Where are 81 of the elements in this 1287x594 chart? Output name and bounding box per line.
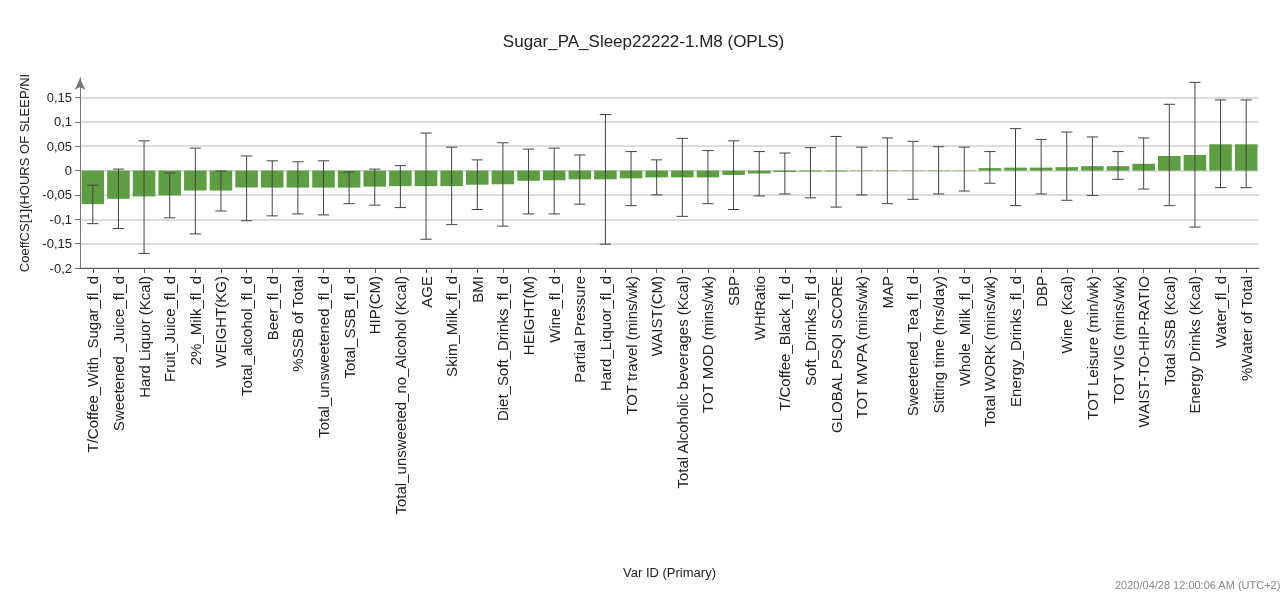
x-tick-label: Wine (Kcal) [1058, 276, 1076, 354]
bar [1106, 166, 1130, 171]
x-tick-label: Sitting time (hrs/day) [930, 276, 948, 414]
x-tick-label: SBP [725, 276, 743, 307]
bar [517, 170, 540, 181]
y-tick-label: 0,1 [53, 114, 72, 130]
x-tick-label: TOT MOD (mins/wk) [699, 276, 717, 413]
x-tick-label: Water_fl_d [1212, 276, 1230, 348]
bar [1132, 163, 1155, 171]
x-tick-label: Hard Liquor (Kcal) [135, 276, 153, 398]
bar [1234, 144, 1258, 171]
x-tick-label: %Water of Total [1237, 276, 1255, 382]
bar [1183, 154, 1207, 171]
bar [389, 170, 412, 187]
x-tick-label: Hard_Liquor_fl_d [596, 276, 614, 392]
y-tick-label: -0,05 [42, 187, 72, 203]
y-axis-title: CoeffCS[1](HOURS OF SLEEP/NI [17, 73, 33, 273]
x-tick-label: Total SSB (Kcal) [1160, 276, 1178, 386]
y-tick-label: 0 [64, 163, 72, 179]
y-tick-label: -0,1 [49, 211, 72, 227]
x-tick-label: Sweetened_Tea_fl_d [904, 276, 922, 417]
x-tick-label: Total WORK (mins/wk) [981, 276, 999, 427]
x-axis-title: Var ID (Primary) [623, 565, 716, 580]
bar [107, 170, 130, 199]
bar [1081, 166, 1104, 171]
bar [1055, 167, 1079, 171]
x-tick-label: Total_unsweetened_fl_d [314, 276, 332, 438]
x-tick-label: Skim_Milk_fl_d [443, 276, 461, 377]
x-tick-label: Total_alcohol_fl_d [238, 276, 256, 397]
bar [260, 170, 284, 188]
x-tick-label: T/Coffee_With_Sugar_fl_d [84, 276, 102, 453]
x-tick-label: DBP [1032, 276, 1050, 307]
x-tick-label: Partial Pressure [571, 276, 589, 383]
y-tick-label: -0,15 [42, 236, 72, 252]
bar [440, 170, 463, 187]
x-tick-label: Soft_Drinks_fl_d [801, 276, 819, 387]
x-tick-label: T/Coffee_Black_fl_d [776, 276, 794, 411]
x-tick-label: Sweetened _Juice_fl_d [109, 276, 127, 432]
bar [1209, 144, 1232, 171]
x-tick-label: MAP [878, 276, 896, 309]
x-tick-label: Total_unsweeted_no_Alcohol (Kcal) [391, 276, 409, 515]
chart-title: Sugar_PA_Sleep22222-1.M8 (OPLS) [502, 32, 785, 51]
x-tick-label: Fruit_Juice_fl_d [161, 276, 179, 382]
x-tick-label: Energy_Drinks_fl_d [1007, 276, 1025, 407]
bar [1029, 167, 1053, 171]
x-tick-label: 2%_Milk_fl_d [186, 276, 204, 366]
x-tick-label: HIP(CM) [366, 276, 384, 335]
x-tick-label: AGE [417, 276, 435, 308]
bar [158, 170, 181, 196]
x-tick-label: Beer_fl_d [263, 276, 281, 341]
x-tick-label: TOT VIG (mins/wk) [1109, 276, 1127, 404]
bar [1004, 167, 1027, 171]
bar [363, 170, 387, 187]
bar [81, 170, 105, 205]
bar [312, 170, 335, 188]
x-tick-label: WAIST(CM) [648, 276, 666, 357]
x-tick-label: GLOBAL PSQI SCORE [827, 276, 845, 433]
y-tick-label: -0,2 [49, 260, 72, 276]
text: 2020/04/28 12:00:06 AM (UTC+2) [1114, 578, 1281, 591]
x-tick-label: WEIGHT(KG) [212, 276, 230, 368]
bar [1158, 155, 1181, 171]
x-tick-label: TOT Leisure (min/wk) [1083, 276, 1101, 420]
bar [978, 168, 1002, 171]
x-tick-label: HEIGHT(M) [520, 276, 538, 356]
x-tick-label: Total_SSB_fl_d [340, 276, 358, 379]
x-tick-label: TOT travel (mins/wk) [622, 276, 640, 415]
x-tick-label: Diet_Soft_Drinks_fl_d [494, 276, 512, 422]
bar [184, 170, 207, 191]
x-tick-label: BMI [468, 276, 486, 303]
x-tick-label: Whole_Milk_fl_d [955, 276, 973, 387]
x-tick-label: Energy Drinks (Kcal) [1186, 276, 1204, 414]
x-tick-label: %SSB of Total [289, 276, 307, 372]
x-tick-label: Wine_fl_d [545, 276, 563, 343]
y-tick-label: 0,05 [46, 138, 72, 154]
x-tick-label: Total Alcoholic beverages (Kcal) [673, 276, 691, 489]
bar [465, 170, 489, 185]
x-tick-label: WAIST-TO-HIP-RATIO [1135, 276, 1153, 428]
y-tick-label: 0,15 [46, 89, 72, 105]
bar [235, 170, 258, 188]
x-tick-label: WHtRatio [750, 276, 768, 341]
x-tick-label: TOT MVPA (mins/wk) [853, 276, 871, 419]
